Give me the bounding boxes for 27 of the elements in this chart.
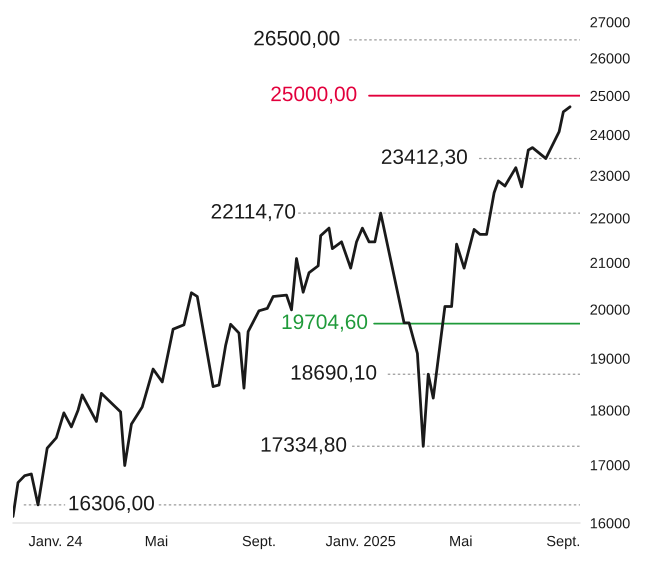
x-tick-label: Sept. xyxy=(242,536,275,550)
y-tick-label: 17000 xyxy=(590,460,630,470)
y-tick-label: 19000 xyxy=(590,354,630,364)
y-tick-label: 20000 xyxy=(590,304,630,315)
y-tick-label: 23000 xyxy=(590,170,630,181)
x-tick-label: Mai xyxy=(146,536,168,546)
y-tick-label: 16000 xyxy=(590,518,630,528)
line-series xyxy=(13,105,572,518)
ref-line-label: 18690,10 xyxy=(292,365,376,382)
ref-line-label: 22114,70 xyxy=(212,204,296,222)
x-tick-label: Janv. 2025 xyxy=(326,536,396,546)
y-tick-label: 27000 xyxy=(590,17,630,28)
y-tick-label: 25000 xyxy=(590,90,630,102)
y-tick-label: 24000 xyxy=(590,130,630,140)
ref-line-label: 26500,00 xyxy=(254,30,340,48)
x-tick-label: Janv. 24 xyxy=(28,536,82,546)
y-tick-label: 21000 xyxy=(590,258,630,268)
ref-line-label: 25000,00 xyxy=(271,86,356,104)
y-tick-label: 22000 xyxy=(590,213,630,224)
y-tick-label: 18000 xyxy=(590,405,630,416)
x-tick-label: Mai xyxy=(450,536,472,546)
ref-line-label: 23412,30 xyxy=(382,149,467,167)
ref-line-label: 17334,80 xyxy=(262,437,346,454)
ref-line-label: 16306,00 xyxy=(69,496,154,513)
x-tick-label: Sept. xyxy=(546,536,580,550)
y-tick-label: 26000 xyxy=(590,53,630,64)
ref-line-label: 19704,60 xyxy=(282,314,368,332)
